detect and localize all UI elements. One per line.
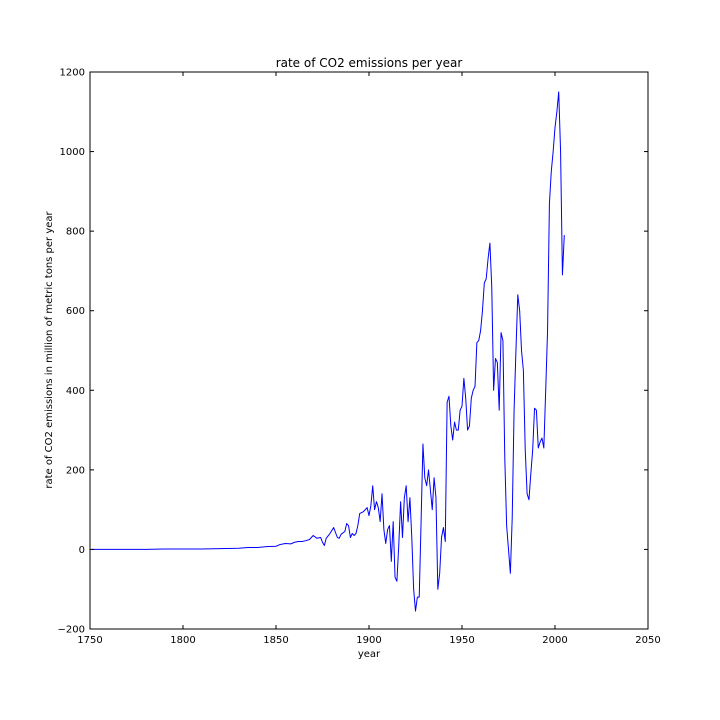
plot-frame: [89, 71, 649, 630]
x-tick-label: 1950: [449, 635, 474, 646]
x-tick-label: 1850: [263, 635, 288, 646]
chart-title: rate of CO2 emissions per year: [276, 56, 463, 70]
x-tick-label: 1800: [170, 635, 195, 646]
y-axis-label: rate of CO2 emissions in million of metr…: [44, 210, 55, 488]
y-tick-label: 400: [66, 386, 85, 397]
y-tick-label: 1000: [60, 147, 85, 158]
x-axis-label: year: [358, 649, 381, 660]
tick-layer: 1750 1800 1850 1900 1950 2000 2050 −200 0 200 400 6…: [58, 68, 661, 647]
x-tick-label: 1900: [356, 635, 381, 646]
x-tick-label: 2000: [542, 635, 567, 646]
series-layer: [91, 91, 565, 612]
y-tick-label: 0: [79, 545, 85, 556]
y-tick-label: 1200: [60, 68, 85, 79]
y-tick-label: 800: [66, 227, 85, 238]
y-tick-label: 200: [66, 465, 85, 476]
y-tick-label: 600: [66, 306, 85, 317]
x-tick-label: 1750: [77, 635, 102, 646]
x-tick-label: 2050: [635, 635, 660, 646]
y-tick-label: −200: [58, 625, 85, 636]
series-line: [91, 91, 565, 612]
